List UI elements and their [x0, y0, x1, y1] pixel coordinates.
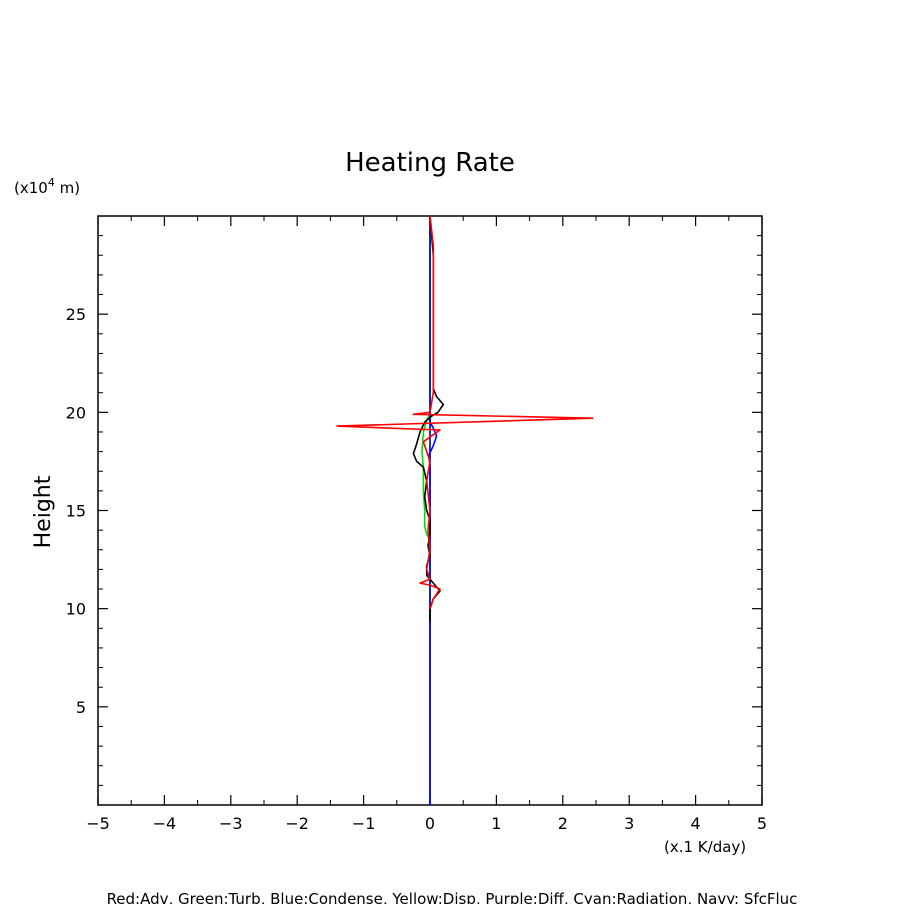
x-axis-label: (x.1 K/day)	[664, 838, 746, 856]
x-tick-label: −3	[219, 814, 243, 833]
x-tick-label: 4	[691, 814, 701, 833]
x-tick-label: −4	[153, 814, 177, 833]
x-tick-label: −5	[86, 814, 110, 833]
y-tick-label: 20	[66, 403, 86, 422]
x-tick-label: 2	[558, 814, 568, 833]
y-unit-exponent: 4	[48, 176, 55, 189]
x-tick-label: −2	[285, 814, 309, 833]
series-line-red	[336, 215, 594, 609]
x-tick-labels: −5 −4 −3 −2 −1 0 1 2 3 4 5	[86, 814, 767, 833]
chart-title: Heating Rate	[345, 148, 515, 178]
y-tick-label: 10	[66, 600, 86, 619]
y-tick-label: 25	[66, 305, 86, 324]
y-tick-label: 5	[76, 698, 86, 717]
x-tick-label: 1	[491, 814, 501, 833]
y-axis-label: Height	[31, 475, 56, 548]
x-tick-label: 5	[757, 814, 767, 833]
x-tick-label: 3	[624, 814, 634, 833]
x-tick-label: −1	[352, 814, 376, 833]
legend-text: Red:Adv, Green:Turb, Blue:Condense, Yell…	[107, 890, 798, 904]
y-unit-prefix: (x10	[14, 179, 48, 197]
minor-ticks	[98, 216, 762, 805]
y-unit-label: (x104 m)	[14, 176, 80, 197]
plot-area	[97, 215, 763, 806]
y-unit-suffix: m)	[55, 179, 80, 197]
x-tick-label: 0	[425, 814, 435, 833]
y-tick-labels: 5 10 15 20 25	[66, 305, 86, 717]
series-layer	[336, 215, 594, 805]
y-tick-label: 15	[66, 502, 86, 521]
major-ticks	[97, 216, 763, 805]
